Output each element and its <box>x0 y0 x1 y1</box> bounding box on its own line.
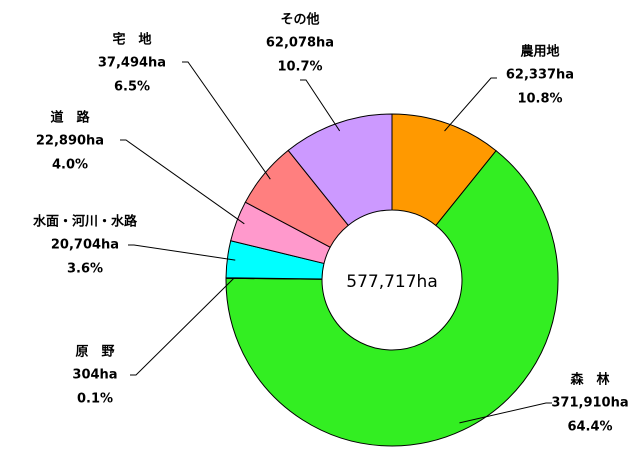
leader-line <box>182 61 271 180</box>
leader-line <box>130 277 235 376</box>
value-label: 371,910ha <box>551 396 628 411</box>
percent-label: 6.5% <box>114 80 150 95</box>
category-label: 道 路 <box>50 110 90 126</box>
category-label: 宅 地 <box>112 32 151 48</box>
value-label: 62,078ha <box>266 36 334 51</box>
leader-line <box>128 244 236 261</box>
leader-line <box>300 79 341 132</box>
value-label: 62,337ha <box>506 68 574 83</box>
leader-line <box>459 402 552 424</box>
percent-label: 0.1% <box>77 392 113 407</box>
category-label: 森 林 <box>570 372 609 388</box>
center-label: 577,717ha <box>346 272 438 292</box>
value-label: 304ha <box>72 368 117 383</box>
category-label: 農用地 <box>520 44 559 60</box>
percent-label: 3.6% <box>67 262 103 277</box>
slice <box>287 113 393 227</box>
leader-line <box>444 77 497 132</box>
value-label: 22,890ha <box>36 134 104 149</box>
category-label: 原 野 <box>75 345 114 360</box>
category-label: 水面・河川・水路 <box>33 214 138 230</box>
slice <box>225 150 559 447</box>
leader-line <box>120 139 245 225</box>
percent-label: 4.0% <box>52 158 88 173</box>
value-label: 20,704ha <box>51 238 119 253</box>
percent-label: 64.4% <box>567 420 612 435</box>
category-label: その他 <box>280 12 319 28</box>
value-label: 37,494ha <box>98 56 166 71</box>
percent-label: 10.8% <box>517 92 562 107</box>
percent-label: 10.7% <box>277 60 322 75</box>
